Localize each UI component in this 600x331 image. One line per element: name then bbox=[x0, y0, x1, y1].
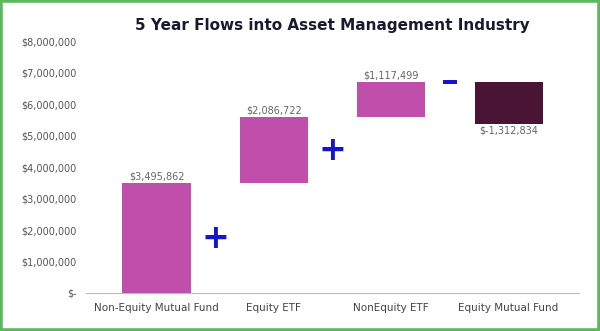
Bar bbox=[475, 82, 542, 123]
Text: +: + bbox=[319, 134, 346, 167]
Bar bbox=[240, 118, 308, 183]
Bar bbox=[122, 183, 191, 293]
Text: $2,086,722: $2,086,722 bbox=[246, 106, 302, 116]
Text: $-1,312,834: $-1,312,834 bbox=[479, 125, 538, 135]
Text: $1,117,499: $1,117,499 bbox=[364, 71, 419, 80]
Text: +: + bbox=[201, 221, 229, 255]
Bar bbox=[357, 82, 425, 118]
FancyBboxPatch shape bbox=[443, 80, 457, 84]
Title: 5 Year Flows into Asset Management Industry: 5 Year Flows into Asset Management Indus… bbox=[135, 18, 530, 33]
Text: $3,495,862: $3,495,862 bbox=[129, 171, 184, 181]
